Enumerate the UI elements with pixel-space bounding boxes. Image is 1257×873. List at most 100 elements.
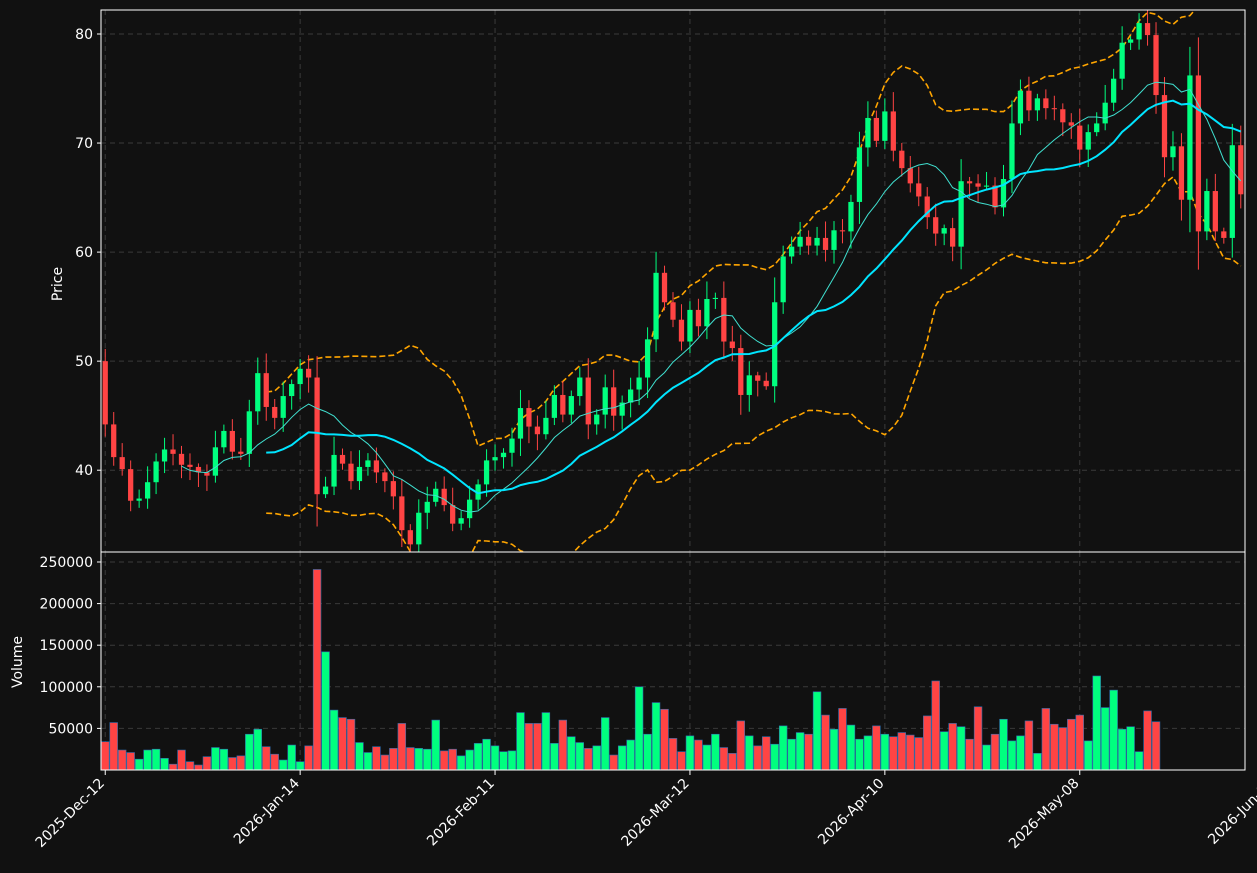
candle-body — [255, 373, 261, 412]
candlesticks — [102, 10, 1244, 552]
volume-bar — [524, 723, 534, 771]
volume-bar — [609, 754, 618, 771]
candle-body — [958, 181, 964, 247]
candle-body — [305, 368, 312, 378]
candle-body — [899, 150, 905, 169]
candle-body — [772, 302, 778, 387]
volume-tick-label: 250000 — [40, 555, 93, 571]
candle-body — [822, 237, 829, 250]
candle-body — [907, 168, 913, 184]
volume-bar — [948, 723, 957, 771]
volume-bar — [168, 763, 178, 771]
candle-body — [475, 484, 481, 500]
volume-bar — [1151, 721, 1161, 771]
volume-bar — [448, 748, 457, 771]
volume-bar — [643, 733, 652, 771]
candle-body — [212, 447, 219, 476]
candle-body — [161, 449, 168, 462]
candle-body — [322, 486, 329, 495]
volume-bar — [490, 745, 500, 771]
volume-bar — [965, 738, 974, 771]
volume-bar — [762, 736, 771, 771]
volume-bar — [889, 736, 898, 771]
candle-body — [339, 454, 346, 464]
volume-bar — [990, 733, 1000, 771]
volume-bar — [253, 728, 262, 771]
volume-bar — [389, 748, 398, 771]
candle-body — [517, 408, 524, 439]
candle-body — [780, 256, 786, 303]
candle-body — [195, 466, 202, 473]
candle-body — [1144, 23, 1151, 36]
candle-body — [382, 472, 388, 482]
candle-body — [1127, 39, 1134, 43]
volume-bar — [592, 745, 601, 771]
price-tick-label: 40 — [75, 463, 93, 479]
volume-bar — [914, 737, 923, 771]
candle-body — [983, 185, 990, 187]
volume-bar — [1126, 726, 1135, 771]
candle-body — [111, 424, 117, 458]
candle-body — [1212, 191, 1218, 232]
volume-bar — [660, 708, 669, 771]
candle-body — [1026, 90, 1032, 111]
candle-body — [102, 361, 108, 425]
volume-bar — [626, 739, 635, 771]
candle-body — [619, 402, 625, 416]
volume-bar — [702, 744, 712, 771]
volume-bar — [1143, 710, 1152, 771]
volume-bar — [1134, 751, 1144, 771]
candle-body — [594, 414, 600, 425]
candle-body — [492, 457, 498, 461]
volume-bar — [558, 719, 568, 771]
candle-body — [356, 466, 363, 482]
candle-body — [153, 461, 159, 483]
volume-bar — [160, 758, 169, 771]
candle-body — [424, 501, 430, 513]
volume-bar — [1075, 714, 1084, 771]
volume-bar — [516, 712, 525, 771]
volume-bar — [380, 754, 390, 771]
volume-bar — [541, 712, 551, 771]
volume-bar — [473, 743, 483, 771]
candle-body — [1136, 23, 1142, 40]
volume-bar — [236, 755, 246, 771]
candle-body — [933, 217, 939, 234]
volume-bar — [423, 748, 432, 771]
candle-body — [178, 453, 185, 465]
volume-bar — [1033, 753, 1042, 771]
candle-body — [1153, 35, 1159, 96]
candle-body — [602, 387, 608, 415]
volume-bar — [956, 726, 966, 771]
volume-bar — [1092, 675, 1101, 771]
candle-body — [483, 460, 490, 485]
volume-bar — [143, 749, 152, 771]
volume-bar — [228, 757, 237, 771]
volume-bar — [711, 733, 720, 771]
candle-body — [560, 394, 566, 415]
candle-body — [568, 396, 574, 415]
candle-body — [229, 430, 235, 452]
candle-body — [204, 472, 210, 476]
candle-body — [314, 377, 320, 495]
volume-bar — [999, 718, 1008, 771]
candle-body — [831, 230, 837, 250]
upper-band-line — [266, 10, 1196, 448]
candle-body — [551, 394, 557, 418]
volume-bar — [973, 706, 983, 771]
volume-bar — [465, 749, 474, 771]
volume-bars — [101, 569, 1161, 771]
candle-body — [416, 512, 422, 545]
volume-bar — [982, 744, 991, 771]
volume-bar — [728, 753, 737, 771]
candle-body — [407, 530, 413, 545]
volume-bar — [109, 722, 118, 771]
candle-body — [119, 457, 125, 470]
volume-bar — [787, 738, 796, 771]
candle-body — [221, 430, 227, 448]
candle-body — [1229, 145, 1235, 238]
price-tick-label: 80 — [75, 27, 93, 43]
volume-bar — [855, 738, 864, 771]
volume-bar — [939, 731, 949, 771]
